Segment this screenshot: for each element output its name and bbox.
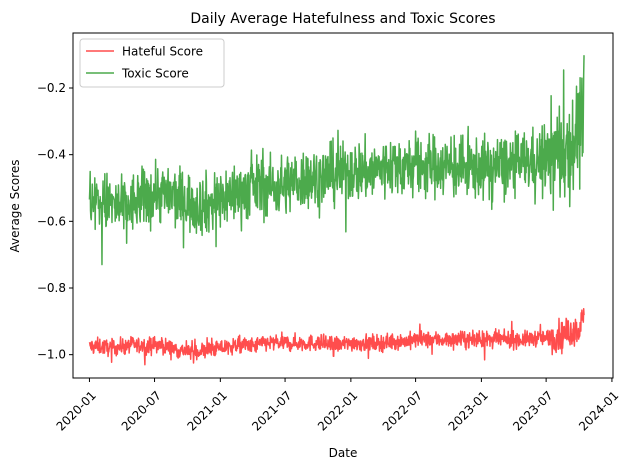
y-tick-label: −1.0 <box>37 348 66 362</box>
y-axis-label: Average Scores <box>8 160 22 253</box>
x-axis: 2020-01 2020-07 2021-01 2021-07 2022-01 2022-… <box>54 378 621 434</box>
legend-label-hateful: Hateful Score <box>122 45 203 59</box>
series-line-toxic-score <box>88 55 585 266</box>
y-tick-label: −0.8 <box>37 281 66 295</box>
legend-label-toxic: Toxic Score <box>121 67 189 81</box>
x-tick-label: 2020-01 <box>54 388 99 433</box>
legend-box <box>79 38 225 88</box>
x-tick-label: 2020-07 <box>119 388 164 433</box>
y-axis: −1.0 −0.8 −0.6 −0.4 −0.2 <box>37 81 73 362</box>
legend: Hateful Score Toxic Score <box>79 38 225 88</box>
plot-area <box>88 55 585 366</box>
chart-title: Daily Average Hatefulness and Toxic Scor… <box>190 11 495 27</box>
axes-frame <box>72 32 614 379</box>
x-tick-label: 2024-01 <box>576 388 621 433</box>
y-tick-label: −0.6 <box>37 214 66 228</box>
x-tick-label: 2023-07 <box>510 388 555 433</box>
x-tick-label: 2021-07 <box>249 388 294 433</box>
y-tick-label: −0.4 <box>37 148 66 162</box>
x-tick-label: 2022-01 <box>315 388 360 433</box>
y-tick-label: −0.2 <box>37 81 66 95</box>
x-axis-label: Date <box>329 446 358 460</box>
series-line-hateful-score <box>88 307 585 366</box>
x-tick-label: 2021-01 <box>184 388 229 433</box>
x-tick-label: 2023-01 <box>446 388 491 433</box>
x-tick-label: 2022-07 <box>380 388 425 433</box>
